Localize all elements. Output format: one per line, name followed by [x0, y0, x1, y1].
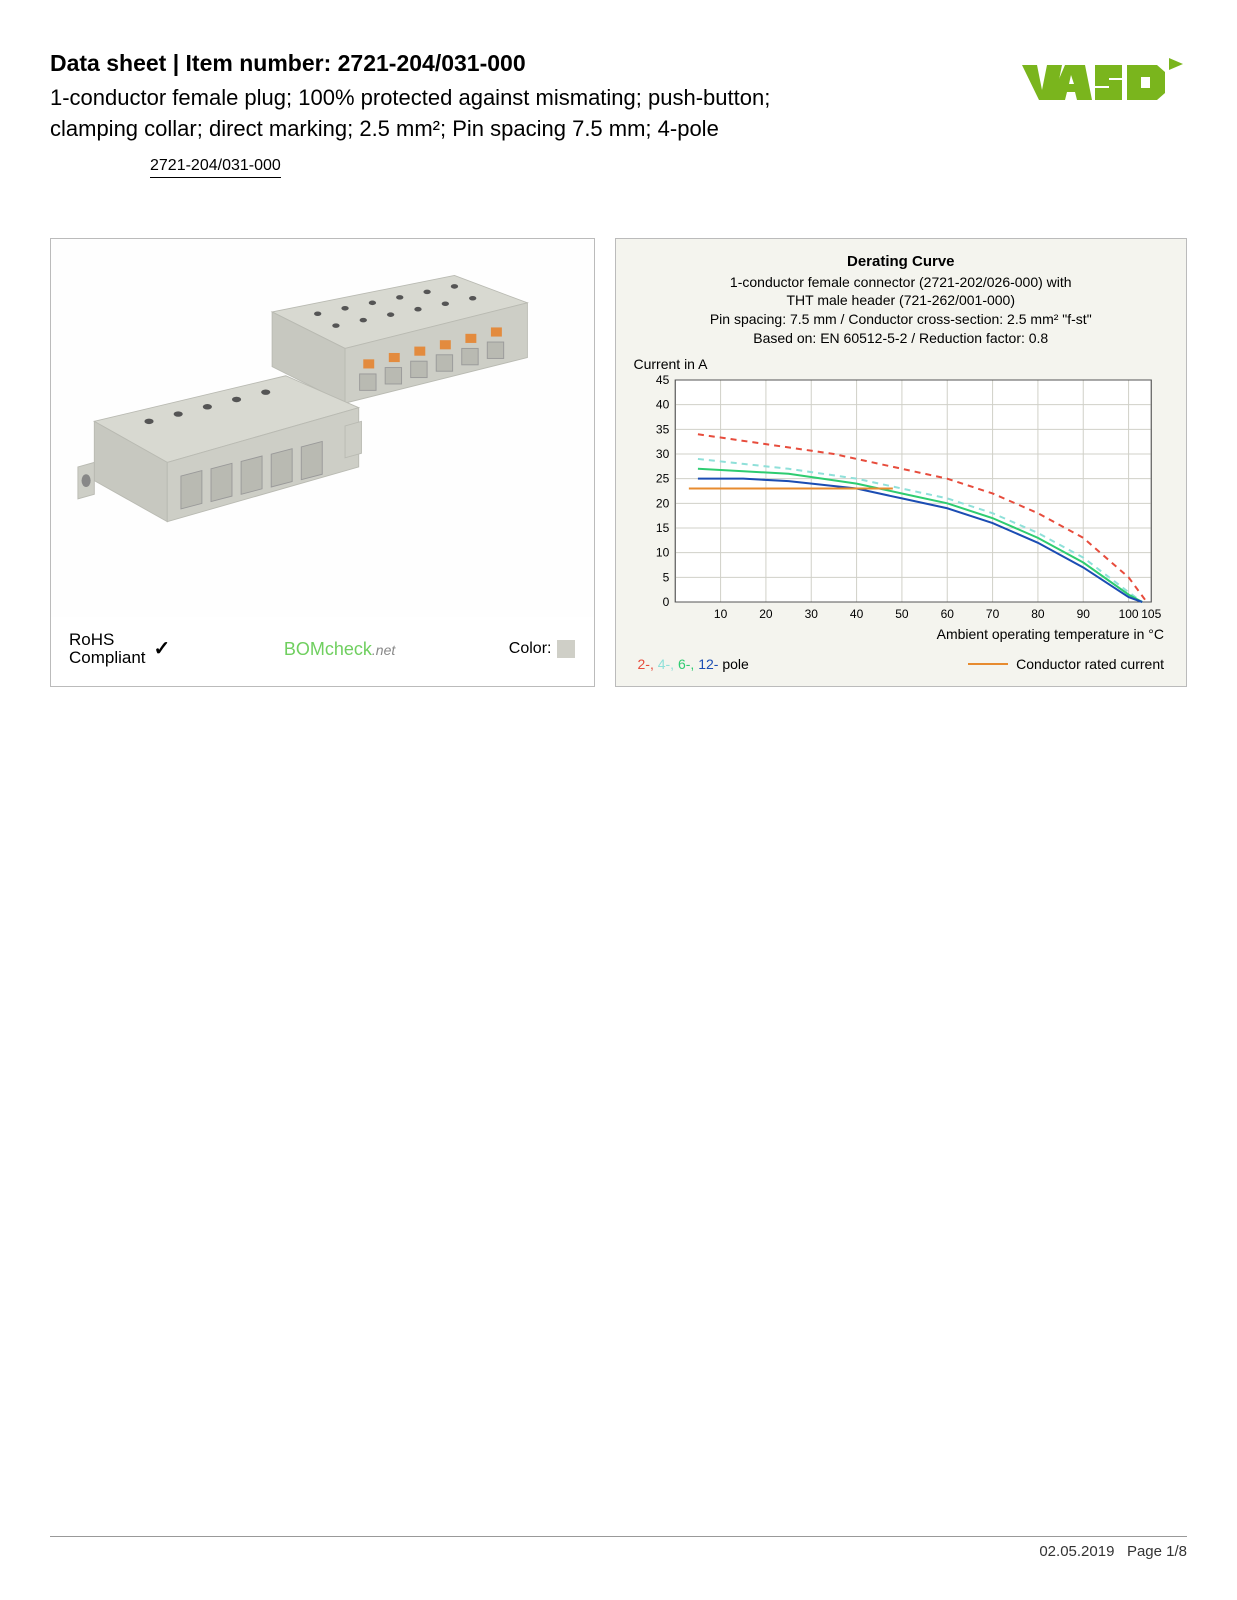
svg-text:60: 60 [940, 607, 954, 621]
svg-text:80: 80 [1031, 607, 1045, 621]
svg-text:15: 15 [655, 521, 669, 535]
svg-text:40: 40 [655, 398, 669, 412]
y-axis-label: Current in A [634, 356, 1173, 372]
chart-desc-1: 1-conductor female connector (2721-202/0… [630, 273, 1173, 292]
derating-chart: 0 5 10 15 20 25 30 35 40 45 10 20 30 40 50 60 70 80 90 1001… [630, 374, 1173, 624]
page-title: Data sheet | Item number: 2721-204/031-0… [50, 50, 1017, 77]
subtitle: 1-conductor female plug; 100% protected … [50, 83, 800, 145]
svg-text:90: 90 [1076, 607, 1090, 621]
derating-chart-panel: Derating Curve 1-conductor female connec… [615, 238, 1188, 688]
bomcheck-suffix: .net [372, 642, 395, 658]
wago-logo [1017, 50, 1187, 110]
chart-title: Derating Curve [630, 253, 1173, 270]
svg-text:10: 10 [655, 546, 669, 560]
legend-12pole: 12- [698, 656, 718, 672]
svg-text:25: 25 [655, 472, 669, 486]
svg-text:35: 35 [655, 422, 669, 436]
svg-text:100: 100 [1118, 607, 1138, 621]
rohs-line1: RoHS [69, 631, 146, 650]
svg-text:0: 0 [662, 595, 669, 609]
legend-4pole: 4-, [658, 656, 674, 672]
svg-text:10: 10 [713, 607, 727, 621]
rohs-badge: RoHS Compliant ✓ [69, 631, 170, 668]
chart-description: 1-conductor female connector (2721-202/0… [630, 273, 1173, 349]
product-image-panel: RoHS Compliant ✓ BOMcheck.net Color: [50, 238, 595, 688]
svg-text:20: 20 [759, 607, 773, 621]
item-number-link[interactable]: 2721-204/031-000 [150, 157, 281, 178]
svg-text:40: 40 [849, 607, 863, 621]
svg-text:70: 70 [985, 607, 999, 621]
svg-text:105: 105 [1141, 607, 1161, 621]
svg-text:50: 50 [895, 607, 909, 621]
color-indicator: Color: [509, 640, 576, 658]
product-image [51, 239, 594, 617]
color-swatch [557, 640, 575, 658]
legend-2pole: 2-, [638, 656, 654, 672]
chart-desc-3: Pin spacing: 7.5 mm / Conductor cross-se… [630, 310, 1173, 329]
legend-6pole: 6-, [678, 656, 694, 672]
bomcheck-logo: BOMcheck.net [284, 639, 395, 660]
svg-text:30: 30 [655, 447, 669, 461]
title-item-number: 2721-204/031-000 [338, 50, 526, 76]
svg-text:30: 30 [804, 607, 818, 621]
rohs-line2: Compliant [69, 649, 146, 668]
title-prefix: Data sheet | Item number: [50, 50, 338, 76]
footer-page: Page 1/8 [1127, 1543, 1187, 1560]
x-axis-label: Ambient operating temperature in °C [630, 626, 1173, 642]
legend-pole-suffix: pole [718, 656, 748, 672]
bomcheck-label: BOMcheck [284, 639, 372, 659]
legend-rated-line-icon [968, 663, 1008, 665]
svg-text:45: 45 [655, 374, 669, 387]
chart-desc-2: THT male header (721-262/001-000) [630, 291, 1173, 310]
color-label: Color: [509, 640, 552, 658]
chart-desc-4: Based on: EN 60512-5-2 / Reduction facto… [630, 329, 1173, 348]
page-footer: 02.05.2019 Page 1/8 [50, 1536, 1187, 1560]
footer-date: 02.05.2019 [1039, 1543, 1114, 1560]
check-icon: ✓ [154, 638, 171, 660]
legend-rated-label: Conductor rated current [1016, 656, 1164, 672]
svg-text:5: 5 [662, 570, 669, 584]
svg-text:20: 20 [655, 496, 669, 510]
chart-legend: 2-, 4-, 6-, 12- pole Conductor rated cur… [630, 656, 1173, 672]
